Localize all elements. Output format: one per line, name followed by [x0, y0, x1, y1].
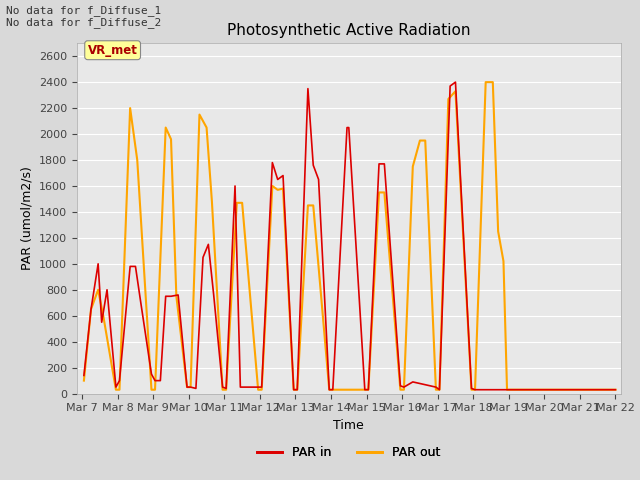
Text: VR_met: VR_met — [88, 44, 138, 57]
Legend: PAR in, PAR out: PAR in, PAR out — [252, 442, 445, 465]
X-axis label: Time: Time — [333, 419, 364, 432]
Text: No data for f_Diffuse_1
No data for f_Diffuse_2: No data for f_Diffuse_1 No data for f_Di… — [6, 5, 162, 28]
Y-axis label: PAR (umol/m2/s): PAR (umol/m2/s) — [20, 167, 33, 270]
Title: Photosynthetic Active Radiation: Photosynthetic Active Radiation — [227, 23, 470, 38]
